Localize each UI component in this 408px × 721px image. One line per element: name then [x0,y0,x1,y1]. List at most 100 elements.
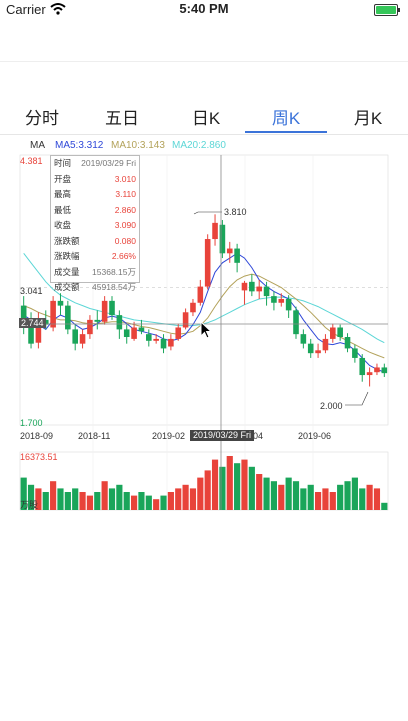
info-row-open: 开盘 3.010 [54,173,136,184]
candle-body [344,337,351,349]
candle-body [50,300,56,328]
volume-bar [329,492,336,510]
high-leader [193,211,222,215]
candle-body [285,298,292,311]
status-bar: Carrier 5:40 PM [0,0,408,20]
candle-body [42,319,49,325]
crosshair-price-tag: 2.744 [19,318,46,328]
candle-body [219,224,226,254]
tab-fenshi[interactable]: 分时 [25,109,59,128]
candle-body [374,367,380,373]
volume-bar [138,492,145,510]
volume-bar [278,484,285,510]
volume-unit-label: 万股 [20,500,39,510]
volume-bar [248,466,255,510]
info-row-change: 涨跌额 0.080 [54,235,136,246]
carrier-label: Carrier [6,2,46,17]
candle-body [160,338,167,349]
candle-body [138,327,145,332]
clock: 5:40 PM [179,1,229,16]
price-ref-label: 3.041 [20,286,43,296]
volume-bar [300,488,307,510]
candle-body [300,334,307,344]
volume-max-label: 16373.51 [20,452,58,462]
volume-bar [219,466,226,510]
x-label-2018-11: 2018-11 [78,431,111,441]
volume-bar [123,492,130,510]
ma-label[interactable]: MA [30,140,45,151]
volume-bar [285,477,292,510]
tab-wuri[interactable]: 五日 [105,109,139,128]
candle-body [94,319,101,322]
volume-bar [57,488,64,510]
candle-body [35,319,42,343]
candle-body [263,286,270,297]
tab-yuek[interactable]: 月K [353,109,383,128]
volume-bar [101,481,108,510]
candle-body [212,222,218,240]
volume-bar [175,488,182,510]
volume-bar [337,484,344,510]
low-annotation: 2.000 [320,401,343,411]
volume-bar [20,477,27,510]
volume-bar [86,495,94,510]
info-row-amount: 成交额 45918.54万 [54,282,136,292]
wifi-icon [50,3,66,15]
info-row-time: 时间 2019/03/29 Fri [54,158,136,168]
volume-bar [108,488,116,510]
candle-body [337,327,343,338]
tabs-divider [0,134,408,135]
candle-body [123,329,130,338]
volume-bar [145,495,152,510]
volume-bar [211,459,219,510]
x-label-2019-02: 2019-02 [152,431,186,441]
info-row-close: 收盘 3.090 [54,220,136,230]
candle-body [65,305,71,330]
info-row-low: 最低 2.860 [54,204,136,215]
tab-zhouk[interactable]: 周K [271,109,301,128]
volume-bar [307,484,314,510]
info-row-high: 最高 3.110 [54,189,136,199]
candle-body [234,248,240,263]
candle-body [271,296,277,303]
candle-body [20,305,27,318]
candle-body [226,248,233,254]
volume-bar [35,488,42,510]
volume-bar [344,481,351,510]
battery-icon [374,4,400,16]
ma10-line [23,273,385,359]
volume-bar [42,492,49,510]
ma10-value: MA10:3.143 [111,140,165,151]
candle-body [131,327,137,339]
tab-rik[interactable]: 日K [191,109,221,128]
volume-bar [167,492,174,510]
candle-body [28,319,34,344]
volume-bar [270,481,278,510]
candle-body [352,348,358,358]
ohlc-info-panel: 时间 2019/03/29 Fri 开盘 3.010 最高 3.110 最低 2.860… [50,155,140,292]
volume-bar [72,488,79,510]
info-row-change-pct: 涨跌幅 2.66% [54,251,136,261]
volume-panel-frame [19,451,389,511]
volume-bar [292,481,300,510]
candle-body [204,239,211,287]
candle-body [330,327,336,339]
volume-bar [322,488,329,510]
candle-body [109,300,115,316]
candle-body [241,282,248,291]
volume-bar [256,474,263,510]
candle-body [322,338,329,351]
candle-body [182,312,189,328]
volume-bar [373,488,381,510]
candle-body [87,319,93,335]
price-min-label: 1.700 [20,418,43,428]
volume-bar [160,495,167,510]
candle-body [307,343,314,354]
candle-body [79,334,86,344]
volume-bar [234,463,241,510]
volume-bar [197,477,204,510]
active-tab-indicator [245,131,327,133]
volume-bar [263,477,270,510]
candle-body [315,350,321,354]
